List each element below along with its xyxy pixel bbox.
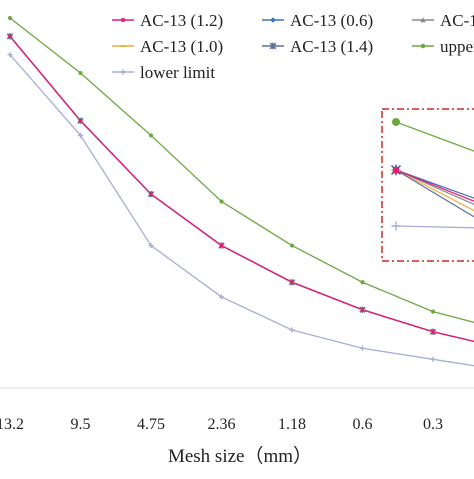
data-point (218, 294, 225, 300)
data-point (78, 70, 83, 76)
legend-label: AC-13 (0.8) (440, 11, 474, 30)
data-point (148, 133, 154, 138)
inset-lower-point (391, 221, 401, 231)
data-point (78, 119, 83, 123)
x-tick-labels: 13.29.54.752.361.180.60.30.15 (0, 416, 443, 433)
legend-entry: AC-13 (1.4) (262, 37, 373, 56)
data-point (430, 356, 436, 362)
inset-series-point (393, 167, 399, 173)
legend-label: lower limit (140, 63, 215, 82)
legend-entry: lower limit (112, 63, 215, 82)
x-tick-label: 1.18 (278, 416, 306, 433)
legend-entry: AC-13 (0.6) (262, 11, 373, 30)
legend-entry: AC-13 (1.2) (112, 11, 223, 30)
data-point (289, 243, 295, 248)
zoom-inset (381, 108, 474, 262)
data-point (290, 280, 294, 284)
legend-label: AC-13 (0.6) (290, 11, 373, 30)
data-point (77, 132, 84, 139)
legend-entry: AC-13 (1.0) (112, 37, 223, 56)
data-point (430, 309, 436, 314)
legend-entry: upper limit (412, 37, 474, 56)
series-lines (9, 17, 474, 367)
legend-label: AC-13 (1.2) (140, 11, 223, 30)
x-tick-label: 2.36 (208, 416, 236, 433)
legend: AC-13 (1.2) AC-13 (0.6) AC-13 (0.8) AC-13 (… (112, 11, 474, 82)
legend-marker (121, 18, 125, 22)
legend-marker (270, 17, 276, 23)
x-tick-label: 4.75 (137, 416, 165, 433)
data-point (431, 330, 435, 334)
legend-label: AC-13 (1.0) (140, 37, 223, 56)
legend-label: upper limit (440, 37, 474, 56)
legend-marker (420, 43, 426, 49)
x-axis-title: Mesh size（mm） (168, 445, 312, 467)
series-line (9, 35, 474, 343)
data-point (219, 199, 224, 204)
inset-upper-line (395, 121, 474, 152)
x-tick-label: 13.2 (0, 416, 24, 433)
legend-label: AC-13 (1.4) (290, 37, 373, 56)
legend-entry: AC-13 (0.8) (412, 11, 474, 30)
data-point (8, 34, 12, 39)
legend-marker (420, 17, 426, 23)
inset-frame (381, 108, 474, 262)
series-line (9, 54, 474, 367)
data-point (289, 327, 295, 333)
x-tick-label: 0.3 (423, 416, 443, 433)
inset-upper-point (392, 118, 400, 126)
legend-marker (120, 69, 126, 75)
data-point (7, 15, 13, 21)
data-point (149, 192, 153, 196)
data-point (219, 243, 224, 248)
inset-series-line (395, 169, 474, 202)
series-line (9, 17, 474, 323)
data-point (360, 280, 365, 285)
inset-series-line (395, 169, 474, 218)
inset-series-line (395, 169, 474, 212)
legend-marker (269, 42, 277, 50)
x-tick-label: 0.6 (353, 416, 373, 433)
x-tick-label: 9.5 (71, 416, 91, 433)
data-point (7, 52, 13, 58)
series-markers (6, 15, 437, 362)
data-point (148, 242, 154, 249)
inset-lower-line (395, 225, 474, 229)
data-point (360, 308, 365, 312)
data-point (359, 345, 366, 351)
